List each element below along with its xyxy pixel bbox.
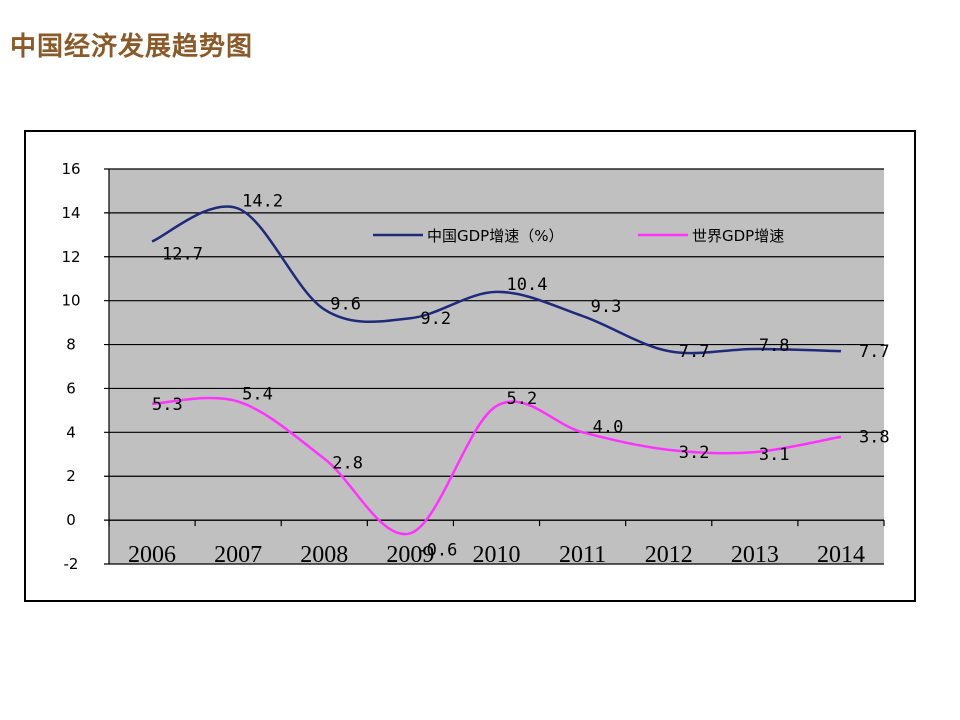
y-tick-label: 14 xyxy=(61,204,80,222)
data-label: 3.2 xyxy=(679,443,710,463)
y-tick-label: -2 xyxy=(64,555,79,573)
data-label: 9.2 xyxy=(420,309,451,329)
y-tick-label: 2 xyxy=(66,467,76,485)
data-label: 3.1 xyxy=(759,445,790,465)
data-label: 14.2 xyxy=(242,192,283,212)
legend-label: 世界GDP增速 xyxy=(692,227,784,245)
y-tick-label: 16 xyxy=(61,160,80,178)
chart-frame: 16 14 12 10 8 6 4 2 0 -2 2006 2007 2008 2009 2010 2011 2… xyxy=(24,130,916,602)
page-title: 中国经济发展趋势图 xyxy=(10,32,254,62)
y-tick-label: 10 xyxy=(61,292,80,310)
x-tick-label: 2007 xyxy=(214,542,262,568)
y-tick-label: 6 xyxy=(66,379,76,397)
data-label: 7.8 xyxy=(759,336,790,356)
x-tick-label: 2014 xyxy=(817,542,865,568)
data-label: 5.4 xyxy=(242,385,273,405)
x-tick-label: 2011 xyxy=(559,542,606,568)
data-label: -0.6 xyxy=(416,540,457,560)
data-label: 5.3 xyxy=(152,395,183,415)
x-tick-label: 2008 xyxy=(300,542,348,568)
data-label: 4.0 xyxy=(593,417,624,437)
x-tick-label: 2010 xyxy=(473,542,521,568)
data-label: 12.7 xyxy=(162,244,203,264)
data-label: 10.4 xyxy=(507,275,548,295)
data-label: 3.8 xyxy=(859,428,890,448)
data-label: 5.2 xyxy=(507,389,538,409)
china-gdp-line xyxy=(151,205,841,355)
legend-label: 中国GDP增速（%） xyxy=(427,227,563,245)
data-label: 9.6 xyxy=(330,294,361,314)
y-tick-label: 8 xyxy=(66,336,76,354)
gdp-line-chart: 16 14 12 10 8 6 4 2 0 -2 2006 2007 2008 2009 2010 2011 2… xyxy=(61,160,890,573)
x-tick-label: 2009 xyxy=(386,542,434,568)
y-tick-label: 0 xyxy=(66,511,76,529)
x-tick-label: 2012 xyxy=(645,542,693,568)
data-label: 9.3 xyxy=(591,297,622,317)
data-label: 7.7 xyxy=(859,342,890,362)
plot-area xyxy=(109,169,884,564)
data-label: 7.7 xyxy=(679,342,710,362)
y-tick-label: 4 xyxy=(66,423,76,441)
x-tick-label: 2013 xyxy=(731,542,779,568)
data-label: 2.8 xyxy=(332,454,363,474)
y-tick-label: 12 xyxy=(61,248,80,266)
world-gdp-line xyxy=(152,396,842,536)
x-tick-label: 2006 xyxy=(128,542,176,568)
